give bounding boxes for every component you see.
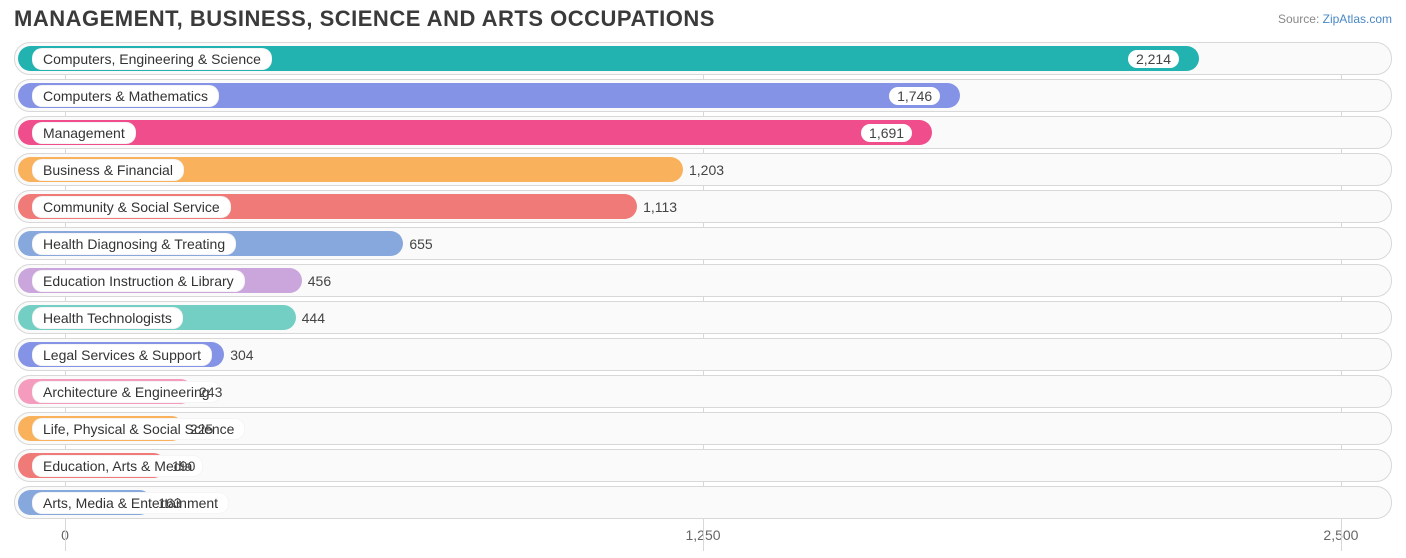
bar-value-label: 444	[302, 310, 325, 326]
chart-title: MANAGEMENT, BUSINESS, SCIENCE AND ARTS O…	[14, 6, 715, 32]
bar-row: Arts, Media & Entertainment163	[14, 486, 1392, 519]
bar-value-label: 456	[308, 273, 331, 289]
bar-value-label: 2,214	[1128, 51, 1179, 67]
chart-area: Computers, Engineering & Science2,214Com…	[0, 42, 1406, 551]
bar-category-label: Business & Financial	[32, 159, 184, 181]
xaxis-tick: 0	[61, 527, 69, 543]
bar-category-label: Architecture & Engineering	[32, 381, 221, 403]
bar-category-label: Computers & Mathematics	[32, 85, 219, 107]
chart-xaxis: 0 1,250 2,500	[14, 523, 1392, 551]
bar-value-label: 163	[158, 495, 181, 511]
chart-header: MANAGEMENT, BUSINESS, SCIENCE AND ARTS O…	[0, 0, 1406, 42]
bar-row: Health Diagnosing & Treating 655	[14, 227, 1392, 260]
bar-row-bg	[14, 449, 1392, 482]
bar-category-label: Health Diagnosing & Treating	[32, 233, 236, 255]
bar-row: Architecture & Engineering243	[14, 375, 1392, 408]
source-link[interactable]: ZipAtlas.com	[1323, 12, 1392, 26]
bar-row: Business & Financial 1,203	[14, 153, 1392, 186]
bar-row: Computers, Engineering & Science 2,214	[14, 42, 1392, 75]
source-label: Source:	[1278, 12, 1319, 26]
bar-value-label: 1,203	[689, 162, 724, 178]
bar-category-label: Life, Physical & Social Science	[32, 418, 245, 440]
bar-row: Life, Physical & Social Science225	[14, 412, 1392, 445]
bar-category-label: Legal Services & Support	[32, 344, 212, 366]
bar-value-label: 190	[172, 458, 195, 474]
bar-row: Computers & Mathematics 1,746	[14, 79, 1392, 112]
xaxis-tick: 1,250	[685, 527, 720, 543]
chart-source: Source: ZipAtlas.com	[1278, 12, 1392, 26]
bar-row: Health Technologists 444	[14, 301, 1392, 334]
bar-category-label: Management	[32, 122, 136, 144]
bar-value-label: 304	[230, 347, 253, 363]
bar-category-label: Computers, Engineering & Science	[32, 48, 272, 70]
bar-row: Education Instruction & Library 456	[14, 264, 1392, 297]
bar-category-label: Education Instruction & Library	[32, 270, 245, 292]
bar-value-label: 1,113	[643, 199, 677, 215]
bar-value-label: 655	[409, 236, 432, 252]
bar-category-label: Health Technologists	[32, 307, 183, 329]
bar-row: Education, Arts & Media190	[14, 449, 1392, 482]
bar-value-label: 1,746	[889, 88, 940, 104]
bar-category-label: Arts, Media & Entertainment	[32, 492, 229, 514]
bar-row: Legal Services & Support 304	[14, 338, 1392, 371]
xaxis-tick: 2,500	[1323, 527, 1358, 543]
bar-value-label: 243	[199, 384, 222, 400]
bar-category-label: Community & Social Service	[32, 196, 231, 218]
bar-row: Management 1,691	[14, 116, 1392, 149]
bar-fill	[18, 120, 932, 145]
chart-bars: Computers, Engineering & Science2,214Com…	[14, 42, 1392, 519]
bar-value-label: 1,691	[861, 125, 912, 141]
bar-value-label: 225	[190, 421, 213, 437]
bar-row: Community & Social Service 1,113	[14, 190, 1392, 223]
